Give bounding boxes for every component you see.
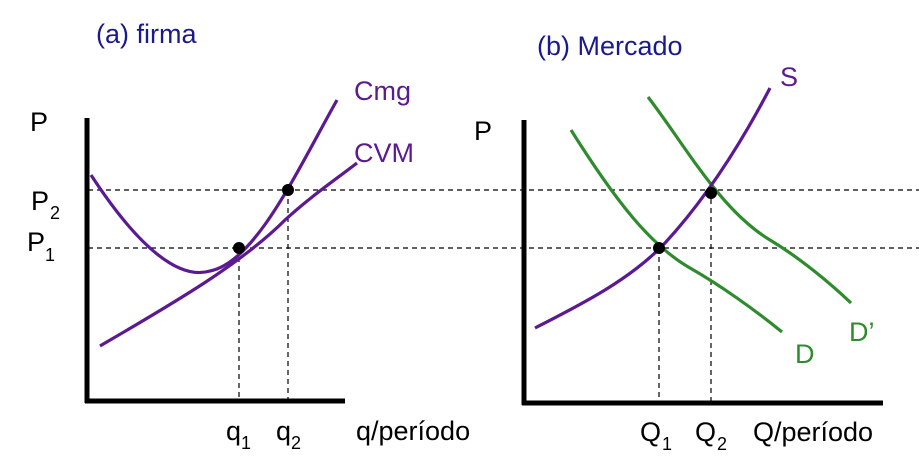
Q2-label: Q 2 — [695, 417, 727, 454]
d-prime-label: D’ — [849, 317, 875, 347]
svg-text:2: 2 — [291, 433, 301, 453]
cmg-label: Cmg — [354, 76, 411, 106]
cvm-label: CVM — [354, 138, 414, 168]
cvm-curve — [99, 161, 358, 348]
d-label: D — [795, 339, 815, 369]
firm-point-p2 — [282, 184, 294, 196]
svg-text:1: 1 — [662, 434, 672, 454]
svg-text:q: q — [276, 416, 291, 446]
s-label: S — [780, 62, 798, 92]
q1-label: q 1 — [226, 416, 251, 453]
svg-text:q: q — [226, 416, 241, 446]
svg-text:2: 2 — [717, 434, 727, 454]
panel-b-x-label: Q/período — [753, 417, 873, 447]
panel-a-title: (a) firma — [96, 19, 197, 49]
panel-a-x-label: q/período — [356, 416, 470, 446]
svg-text:Q: Q — [640, 417, 661, 447]
market-point-2 — [705, 187, 717, 199]
demand-d-prime-curve — [646, 96, 853, 305]
Q1-label: Q 1 — [640, 417, 672, 454]
demand-d-curve — [569, 129, 784, 334]
q2-label: q 2 — [276, 416, 301, 453]
firm-point-p1 — [233, 242, 245, 254]
svg-text:1: 1 — [45, 245, 55, 265]
panel-a-y-label: P — [30, 107, 48, 137]
panel-b-title: (b) Mercado — [537, 31, 683, 61]
svg-text:Q: Q — [695, 417, 716, 447]
supply-s-curve — [534, 87, 772, 330]
svg-text:2: 2 — [50, 203, 60, 223]
p2-label: P 2 — [31, 186, 60, 223]
svg-text:P: P — [31, 186, 49, 216]
panel-b-y-label: P — [474, 116, 492, 146]
svg-text:P: P — [27, 227, 45, 257]
svg-text:1: 1 — [241, 433, 251, 453]
cmg-curve — [89, 99, 339, 275]
market-point-1 — [653, 242, 665, 254]
p1-label: P 1 — [27, 227, 55, 265]
